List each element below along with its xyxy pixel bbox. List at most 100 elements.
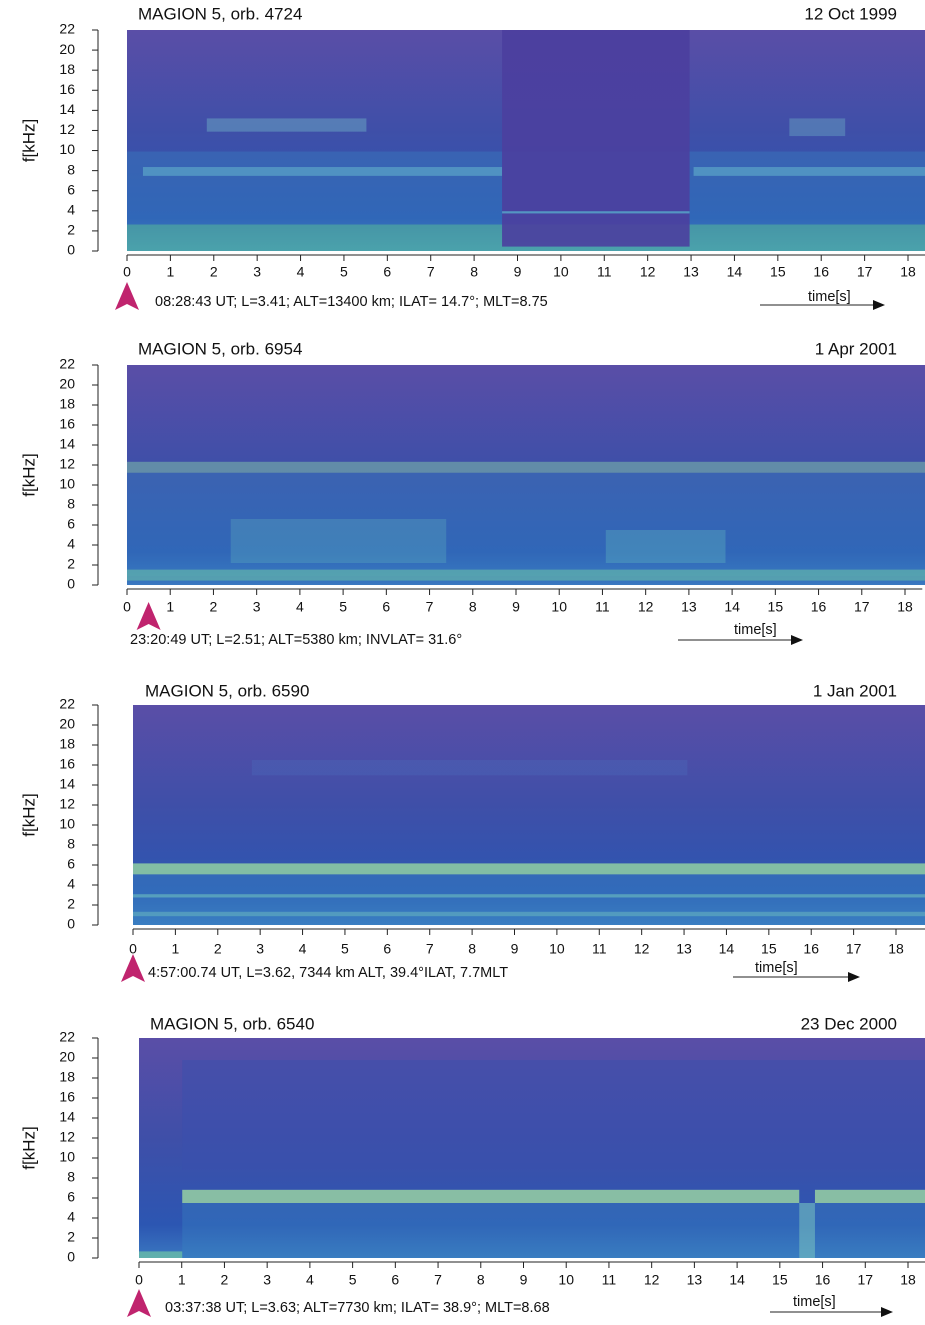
spectrogram-feature	[182, 1189, 800, 1203]
x-tick-label: 7	[434, 1272, 442, 1288]
x-tick-label: 10	[551, 599, 567, 615]
x-tick-label: 16	[815, 1272, 831, 1288]
x-tick-label: 5	[349, 1272, 357, 1288]
y-tick-label: 12	[59, 121, 75, 137]
x-tick-label: 12	[640, 264, 656, 280]
y-tick-label: 4	[67, 536, 75, 552]
spectrogram-feature	[693, 167, 925, 176]
x-tick-label: 3	[263, 1272, 271, 1288]
y-tick-label: 20	[59, 716, 75, 732]
x-tick-label: 9	[514, 264, 522, 280]
x-tick-label: 9	[512, 599, 520, 615]
spectrogram-feature	[139, 1251, 183, 1258]
x-tick-label: 12	[644, 1272, 660, 1288]
spectrogram-feature	[789, 118, 846, 137]
x-tick-label: 14	[719, 941, 735, 957]
x-tick-label: 10	[553, 264, 569, 280]
spectrogram-feature	[127, 461, 925, 473]
y-tick-label: 0	[67, 1249, 75, 1265]
panel-date: 1 Jan 2001	[813, 681, 897, 700]
y-tick-label: 6	[67, 516, 75, 532]
x-tick-label: 8	[468, 941, 476, 957]
spectrogram-feature	[814, 1189, 925, 1203]
y-tick-label: 14	[59, 101, 75, 117]
x-tick-label: 0	[135, 1272, 143, 1288]
x-tick-label: 15	[770, 264, 786, 280]
time-marker	[136, 602, 161, 630]
spectrogram-feature	[142, 167, 503, 176]
y-tick-label: 14	[59, 436, 75, 452]
y-axis-label: f[kHz]	[19, 453, 38, 496]
y-tick-label: 10	[59, 816, 75, 832]
x-tick-label: 15	[768, 599, 784, 615]
y-tick-label: 4	[67, 202, 75, 218]
x-tick-label: 4	[306, 1272, 314, 1288]
x-tick-label: 8	[470, 264, 478, 280]
x-tick-label: 1	[166, 264, 174, 280]
x-tick-label: 7	[426, 941, 434, 957]
x-tick-label: 13	[681, 599, 697, 615]
x-tick-label: 13	[687, 1272, 703, 1288]
x-tick-label: 3	[253, 599, 261, 615]
y-tick-label: 12	[59, 456, 75, 472]
spectrogram	[133, 705, 925, 925]
spectrogram	[127, 365, 925, 585]
y-tick-label: 2	[67, 1229, 75, 1245]
x-tick-label: 9	[511, 941, 519, 957]
time-arrow-head	[791, 635, 803, 645]
x-tick-label: 8	[469, 599, 477, 615]
x-tick-label: 4	[299, 941, 307, 957]
annotation: 08:28:43 UT; L=3.41; ALT=13400 km; ILAT=…	[155, 294, 548, 310]
x-tick-label: 12	[638, 599, 654, 615]
y-axis-label: f[kHz]	[19, 793, 38, 836]
y-tick-label: 6	[67, 1189, 75, 1205]
time-arrow-head	[873, 300, 885, 310]
annotation: 23:20:49 UT; L=2.51; ALT=5380 km; INVLAT…	[130, 632, 462, 648]
x-tick-label: 4	[296, 599, 304, 615]
y-tick-label: 8	[67, 161, 75, 177]
y-tick-label: 22	[59, 356, 75, 372]
x-tick-label: 8	[477, 1272, 485, 1288]
x-tick-label: 10	[558, 1272, 574, 1288]
x-tick-label: 18	[900, 264, 916, 280]
spectrogram-feature	[605, 530, 726, 563]
y-tick-label: 14	[59, 776, 75, 792]
y-axis-label: f[kHz]	[19, 1126, 38, 1169]
y-tick-label: 18	[59, 736, 75, 752]
x-tick-label: 7	[427, 264, 435, 280]
x-tick-label: 11	[592, 941, 607, 957]
y-tick-label: 2	[67, 556, 75, 572]
x-tick-label: 6	[383, 941, 391, 957]
x-tick-label: 6	[382, 599, 390, 615]
y-axis-label: f[kHz]	[19, 119, 38, 162]
x-tick-label: 9	[520, 1272, 528, 1288]
y-tick-label: 6	[67, 181, 75, 197]
x-tick-label: 13	[683, 264, 699, 280]
spectrogram-feature	[230, 519, 447, 563]
y-tick-label: 22	[59, 21, 75, 37]
y-tick-label: 0	[67, 916, 75, 932]
y-tick-label: 10	[59, 141, 75, 157]
x-tick-label: 18	[900, 1272, 916, 1288]
x-tick-label: 2	[221, 1272, 229, 1288]
x-tick-label: 1	[171, 941, 179, 957]
x-tick-label: 5	[341, 941, 349, 957]
x-tick-label: 17	[857, 1272, 873, 1288]
spectrogram-feature	[799, 1203, 815, 1258]
y-tick-label: 22	[59, 1029, 75, 1045]
y-tick-label: 16	[59, 756, 75, 772]
spectrogram-feature	[502, 211, 690, 214]
x-axis-label: time[s]	[755, 960, 798, 976]
spectrogram-feature	[127, 569, 925, 581]
panel-title: MAGION 5, orb. 4724	[138, 4, 302, 23]
spectrogram-feature	[502, 30, 690, 247]
x-tick-label: 11	[597, 264, 612, 280]
x-tick-label: 16	[811, 599, 827, 615]
y-tick-label: 10	[59, 1149, 75, 1165]
spectrogram-feature	[182, 1060, 925, 1170]
x-tick-label: 17	[846, 941, 862, 957]
time-arrow-head	[848, 972, 860, 982]
x-tick-label: 16	[803, 941, 819, 957]
